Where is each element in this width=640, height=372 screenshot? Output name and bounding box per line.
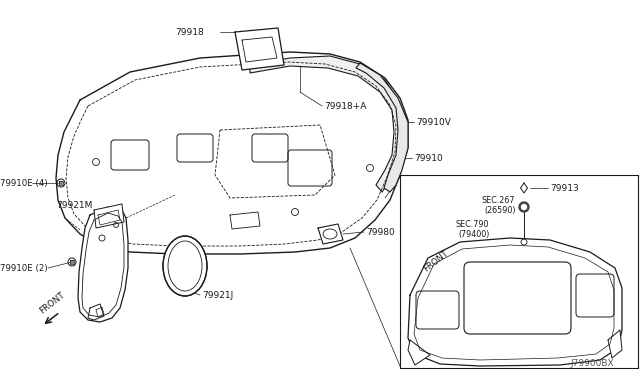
Polygon shape (94, 204, 124, 228)
Text: 79910E (2): 79910E (2) (0, 263, 47, 273)
Text: FRONT: FRONT (38, 291, 67, 315)
Text: J79900BX: J79900BX (570, 359, 614, 368)
Polygon shape (56, 52, 408, 254)
Polygon shape (250, 56, 405, 192)
Polygon shape (59, 181, 63, 185)
Text: 79910V: 79910V (416, 118, 451, 126)
Polygon shape (70, 260, 74, 264)
Text: (26590): (26590) (484, 205, 515, 215)
Text: 79921J: 79921J (202, 291, 233, 299)
Polygon shape (608, 330, 622, 358)
Polygon shape (520, 183, 527, 193)
Text: 79913: 79913 (550, 183, 579, 192)
Text: 79918: 79918 (175, 28, 204, 36)
Text: 79921M: 79921M (56, 201, 92, 209)
Circle shape (522, 205, 527, 209)
Text: SEC.267: SEC.267 (482, 196, 515, 205)
Text: 79980: 79980 (366, 228, 395, 237)
Text: 79918+A: 79918+A (324, 102, 366, 110)
Polygon shape (235, 28, 284, 70)
Polygon shape (356, 63, 408, 192)
Polygon shape (78, 207, 128, 322)
Polygon shape (408, 238, 622, 366)
Circle shape (519, 202, 529, 212)
Polygon shape (318, 224, 343, 244)
Text: (79400): (79400) (458, 230, 490, 238)
Ellipse shape (163, 236, 207, 296)
Text: SEC.790: SEC.790 (456, 219, 490, 228)
Text: FRONT: FRONT (422, 248, 450, 273)
Text: 79910E (4): 79910E (4) (0, 179, 47, 187)
Text: 79910: 79910 (414, 154, 443, 163)
Polygon shape (408, 340, 430, 365)
